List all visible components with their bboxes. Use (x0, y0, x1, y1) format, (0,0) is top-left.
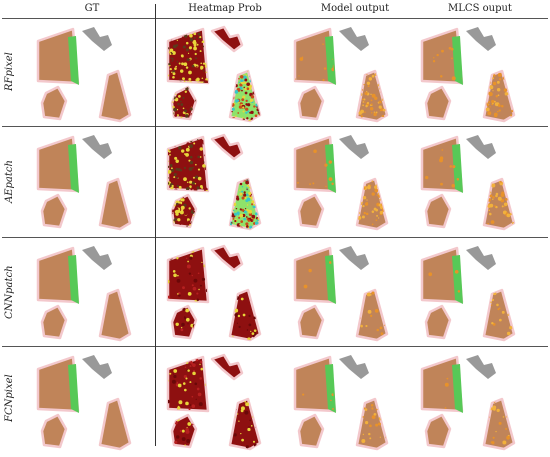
field-polygon (424, 304, 452, 340)
panel-heatmap-fcnpixel (146, 349, 274, 457)
heatmap-field (228, 69, 262, 123)
row-divider (2, 346, 548, 347)
panel-model-output-rfpixel (273, 21, 401, 129)
column-header-gt: GT (84, 3, 100, 14)
heatmap-field (170, 304, 198, 340)
panel-gt-rfpixel (16, 21, 144, 129)
row-divider (2, 126, 548, 127)
field-polygon (98, 288, 132, 342)
green-strip (452, 144, 463, 193)
field-polygon (98, 397, 132, 451)
field-polygon (297, 304, 325, 340)
panel-heatmap-aepatch (146, 129, 274, 237)
field-polygon (424, 193, 452, 229)
field-polygon (98, 177, 132, 231)
green-strip (452, 36, 463, 85)
panel-mlcs-output-fcnpixel (400, 349, 528, 457)
green-strip (68, 36, 79, 85)
green-strip (325, 144, 336, 193)
gray-polygon (466, 355, 496, 379)
row-divider (2, 237, 548, 238)
panel-mlcs-output-aepatch (400, 129, 528, 237)
gray-polygon (339, 135, 369, 159)
field-polygon (424, 85, 452, 121)
field-polygon (482, 69, 516, 123)
speckle-layer (424, 149, 460, 188)
gt-column-divider (155, 4, 156, 446)
panel-gt-fcnpixel (16, 349, 144, 457)
speckle-layer (168, 29, 208, 83)
field-polygon (355, 397, 389, 451)
speckle-layer (428, 269, 461, 293)
field-polygon (40, 85, 68, 121)
heatmap-field (210, 244, 244, 272)
green-strip (452, 364, 463, 413)
gray-polygon (466, 246, 496, 270)
green-strip (325, 36, 336, 85)
header-divider (2, 18, 548, 19)
column-header-heatmap: Heatmap Prob (188, 3, 262, 14)
gray-polygon (466, 135, 496, 159)
green-strip (325, 255, 336, 304)
heatmap-field (210, 353, 244, 381)
field-polygon (297, 413, 325, 449)
gray-polygon (339, 27, 369, 51)
heatmap-field (210, 25, 244, 53)
panel-gt-aepatch (16, 129, 144, 237)
panel-gt-cnnpatch (16, 240, 144, 348)
panel-model-output-cnnpatch (273, 240, 401, 348)
heatmap-field (166, 246, 210, 304)
panel-mlcs-output-rfpixel (400, 21, 528, 129)
field-polygon (98, 69, 132, 123)
gray-polygon (82, 355, 112, 379)
gray-polygon (82, 246, 112, 270)
column-header-model-output: Model output (320, 3, 390, 14)
heatmap-field (166, 355, 210, 413)
gray-polygon (82, 27, 112, 51)
green-strip (68, 144, 79, 193)
green-strip (325, 364, 336, 413)
green-strip (68, 255, 79, 304)
field-polygon (424, 413, 452, 449)
green-strip (68, 364, 79, 413)
field-polygon (40, 413, 68, 449)
gray-polygon (339, 355, 369, 379)
field-polygon (482, 177, 516, 231)
green-strip (452, 255, 463, 304)
field-polygon (40, 193, 68, 229)
panel-heatmap-rfpixel (146, 21, 274, 129)
gray-polygon (466, 27, 496, 51)
panel-model-output-fcnpixel (273, 349, 401, 457)
gray-polygon (82, 135, 112, 159)
speckle-layer (303, 261, 332, 289)
panel-mlcs-output-cnnpatch (400, 240, 528, 348)
column-header-mlcs-output: MLCS ouput (448, 3, 512, 14)
heatmap-field (228, 397, 262, 451)
panel-model-output-aepatch (273, 129, 401, 237)
field-polygon (40, 304, 68, 340)
speckle-layer (297, 149, 334, 188)
field-polygon (355, 288, 389, 342)
field-polygon (297, 193, 325, 229)
heatmap-field (210, 133, 244, 161)
panel-heatmap-cnnpatch (146, 240, 274, 348)
gray-polygon (339, 246, 369, 270)
field-polygon (297, 85, 325, 121)
speckle-layer (172, 415, 196, 447)
